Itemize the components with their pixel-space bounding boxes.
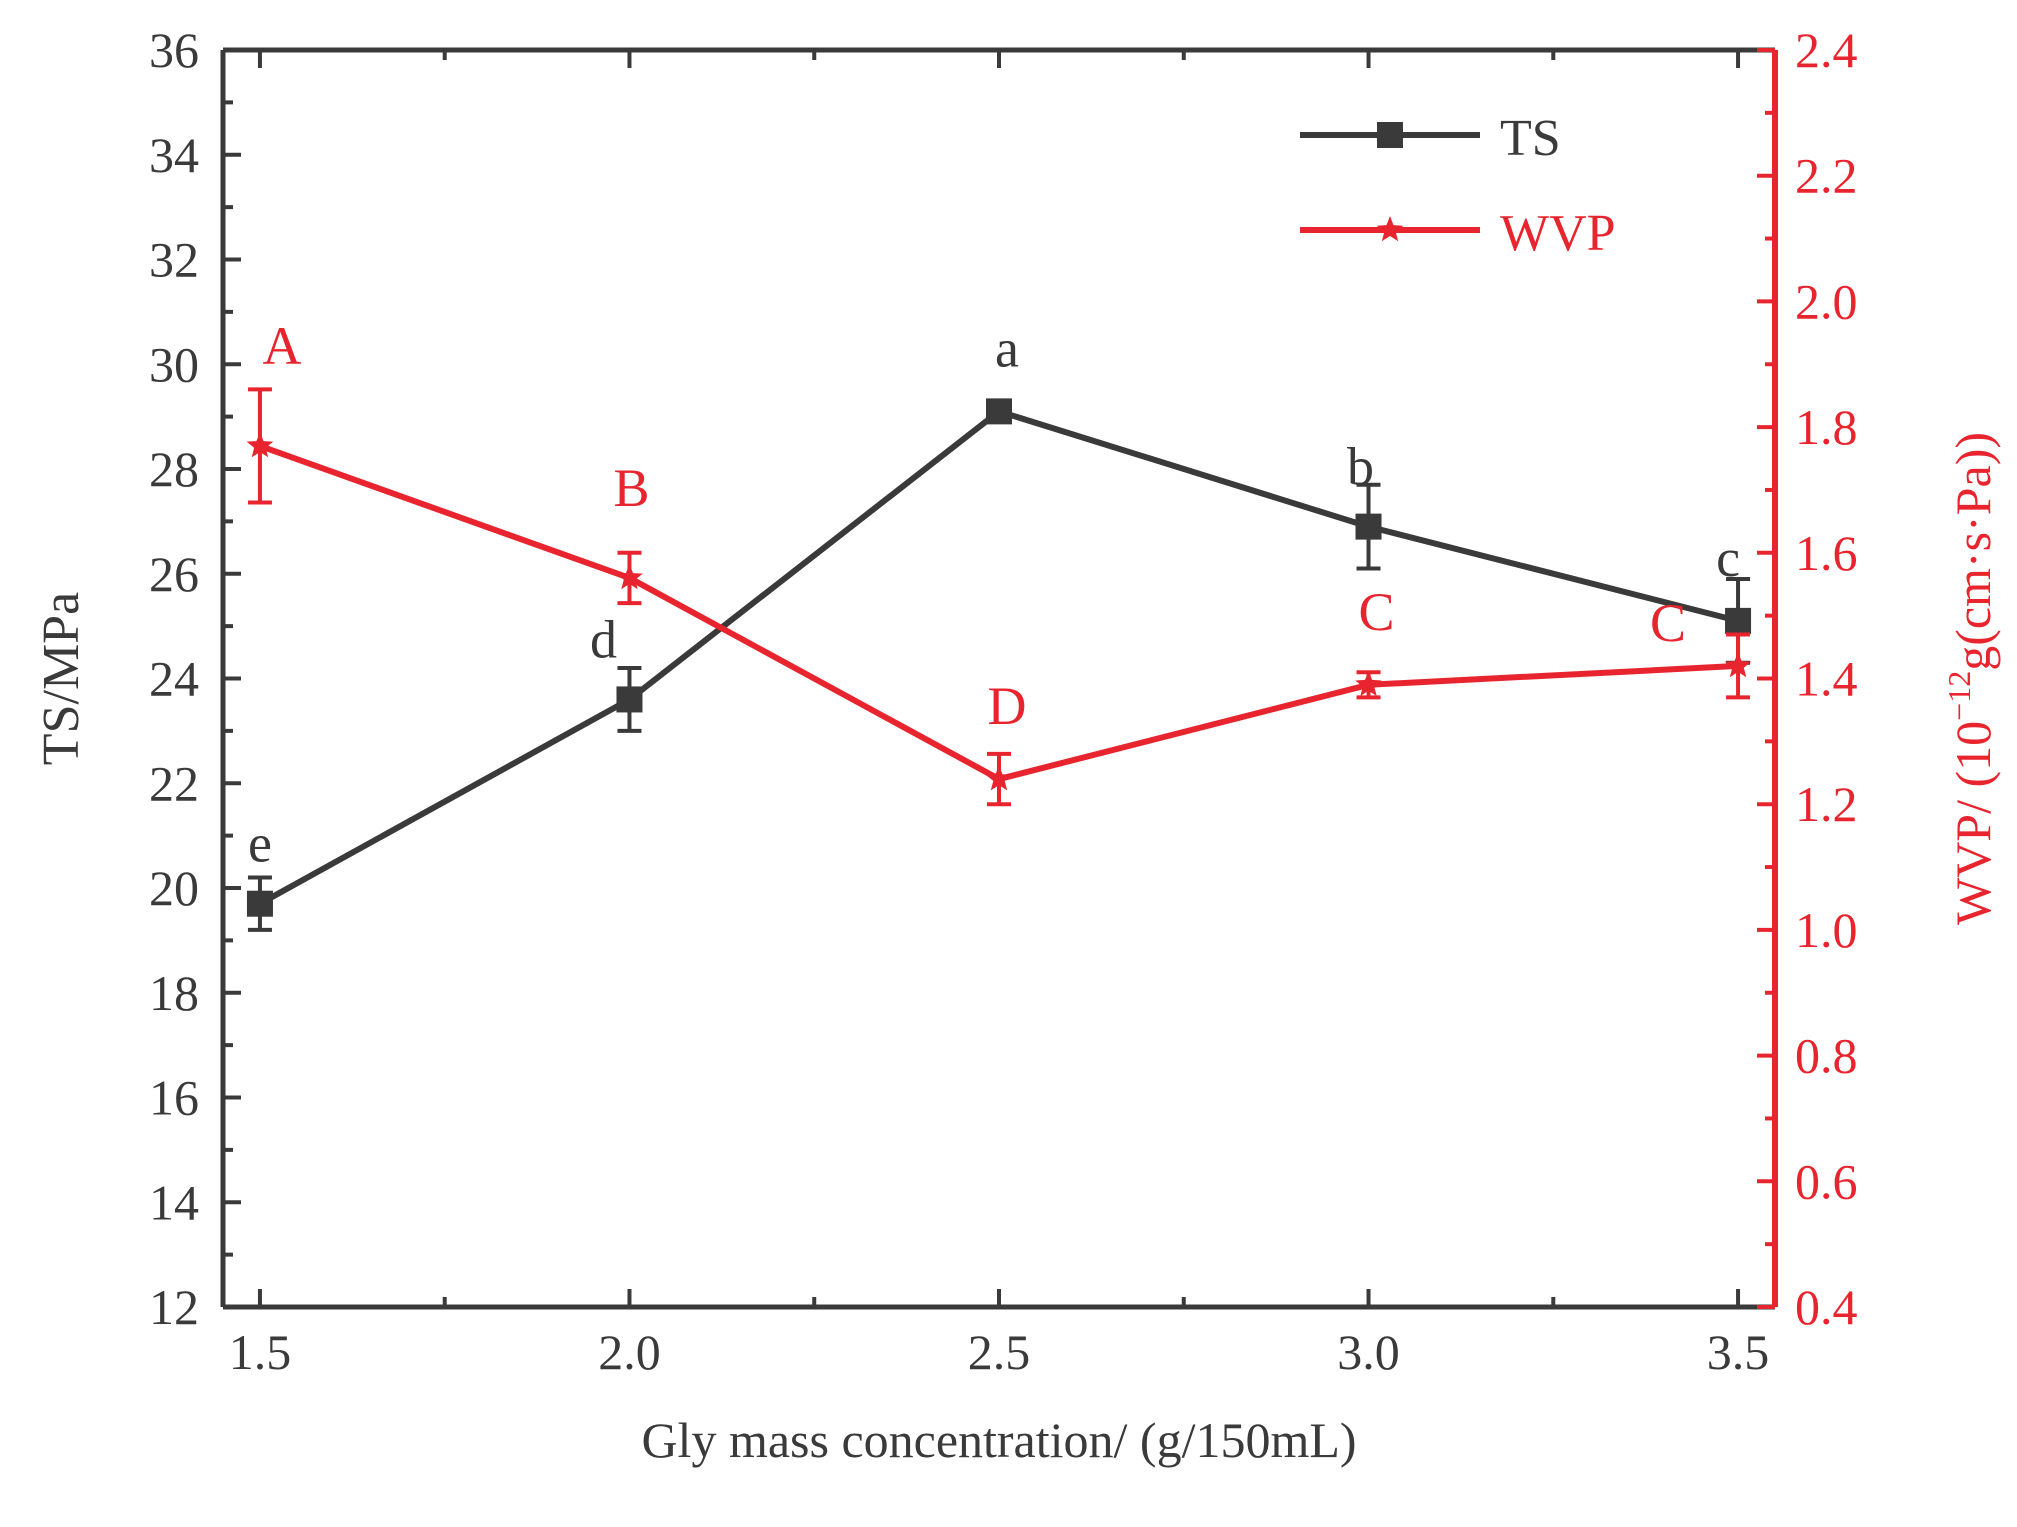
x-tick-label: 1.5 bbox=[229, 1324, 292, 1380]
wvp-significance-letter: C bbox=[1650, 593, 1686, 653]
legend-ts-label: TS bbox=[1500, 110, 1561, 167]
ts-significance-letter: c bbox=[1716, 528, 1740, 588]
ts-significance-letter: b bbox=[1347, 437, 1374, 497]
left-y-tick-label: 16 bbox=[149, 1070, 199, 1126]
left-y-tick-label: 22 bbox=[149, 755, 199, 811]
right-y-tick-label: 1.0 bbox=[1795, 902, 1858, 958]
right-y-tick-label: 1.2 bbox=[1795, 776, 1858, 832]
wvp-significance-letter: D bbox=[988, 676, 1027, 736]
ts-point bbox=[616, 686, 643, 713]
ts-significance-letter: d bbox=[590, 609, 617, 669]
legend-ts-marker bbox=[1377, 122, 1403, 148]
left-y-tick-label: 30 bbox=[149, 336, 199, 392]
x-axis-title: Gly mass concentration/ (g/150mL) bbox=[641, 1412, 1356, 1468]
right-y-axis-title: WVP/ (10−12g(cm·s·Pa)) bbox=[1941, 432, 2001, 925]
wvp-significance-letter: B bbox=[613, 458, 649, 518]
right-y-tick-label: 1.4 bbox=[1795, 651, 1858, 707]
tick-marks: 12 14 16 18 20 22 24 26 28 30 32 34 36 0.4 0.6 0.8 1.0 1.… bbox=[149, 22, 1858, 1380]
x-tick-label: 3.0 bbox=[1337, 1324, 1400, 1380]
left-y-axis-title: TS/MPa bbox=[33, 592, 90, 765]
ts-point bbox=[1355, 513, 1382, 540]
right-y-tick-label: 0.8 bbox=[1795, 1028, 1858, 1084]
left-y-tick-label: 20 bbox=[149, 860, 199, 916]
ts-point bbox=[246, 890, 273, 917]
left-y-tick-label: 32 bbox=[149, 232, 199, 288]
series: e d a b c A B D C C bbox=[246, 316, 1752, 932]
x-tick-label: 3.5 bbox=[1707, 1324, 1770, 1380]
left-y-tick-label: 36 bbox=[149, 22, 199, 78]
x-tick-label: 2.5 bbox=[968, 1324, 1031, 1380]
ts-point bbox=[986, 398, 1012, 425]
right-y-tick-label: 2.4 bbox=[1795, 22, 1858, 78]
left-y-tick-label: 12 bbox=[149, 1279, 199, 1335]
x-tick-label: 2.0 bbox=[598, 1324, 661, 1380]
right-y-axis-title-unit: g(cm·s·Pa)) bbox=[1945, 432, 2001, 671]
right-y-tick-label: 2.2 bbox=[1795, 148, 1858, 204]
right-y-axis-title-main: WVP/ (10 bbox=[1945, 721, 2001, 925]
wvp-significance-letter: C bbox=[1359, 582, 1395, 642]
right-y-axis-title-exponent: −12 bbox=[1941, 671, 1977, 721]
ts-significance-letter: a bbox=[995, 318, 1019, 378]
legend-wvp-marker bbox=[1376, 216, 1404, 242]
ts-series-line bbox=[258, 408, 1739, 907]
wvp-significance-letter: A bbox=[262, 316, 301, 376]
wvp-point bbox=[1355, 670, 1382, 697]
ts-significance-letter: e bbox=[248, 814, 272, 874]
left-y-tick-label: 34 bbox=[149, 127, 199, 183]
wvp-point bbox=[985, 765, 1013, 791]
right-y-tick-label: 2.0 bbox=[1795, 273, 1858, 329]
ts-point bbox=[1725, 607, 1752, 634]
left-y-tick-label: 24 bbox=[149, 651, 199, 707]
right-y-tick-label: 0.4 bbox=[1795, 1279, 1858, 1335]
wvp-point bbox=[1724, 651, 1752, 678]
wvp-point bbox=[246, 432, 274, 458]
right-y-tick-label: 1.8 bbox=[1795, 399, 1858, 455]
left-y-tick-label: 26 bbox=[149, 546, 199, 602]
right-y-tick-label: 0.6 bbox=[1795, 1153, 1858, 1209]
legend: TS WVP bbox=[1300, 110, 1616, 262]
left-y-tick-label: 28 bbox=[149, 441, 199, 497]
wvp-point bbox=[616, 563, 643, 590]
left-y-tick-label: 18 bbox=[149, 965, 199, 1021]
right-y-tick-label: 1.6 bbox=[1795, 525, 1858, 581]
legend-wvp-label: WVP bbox=[1500, 205, 1616, 262]
left-y-tick-label: 14 bbox=[149, 1174, 199, 1230]
